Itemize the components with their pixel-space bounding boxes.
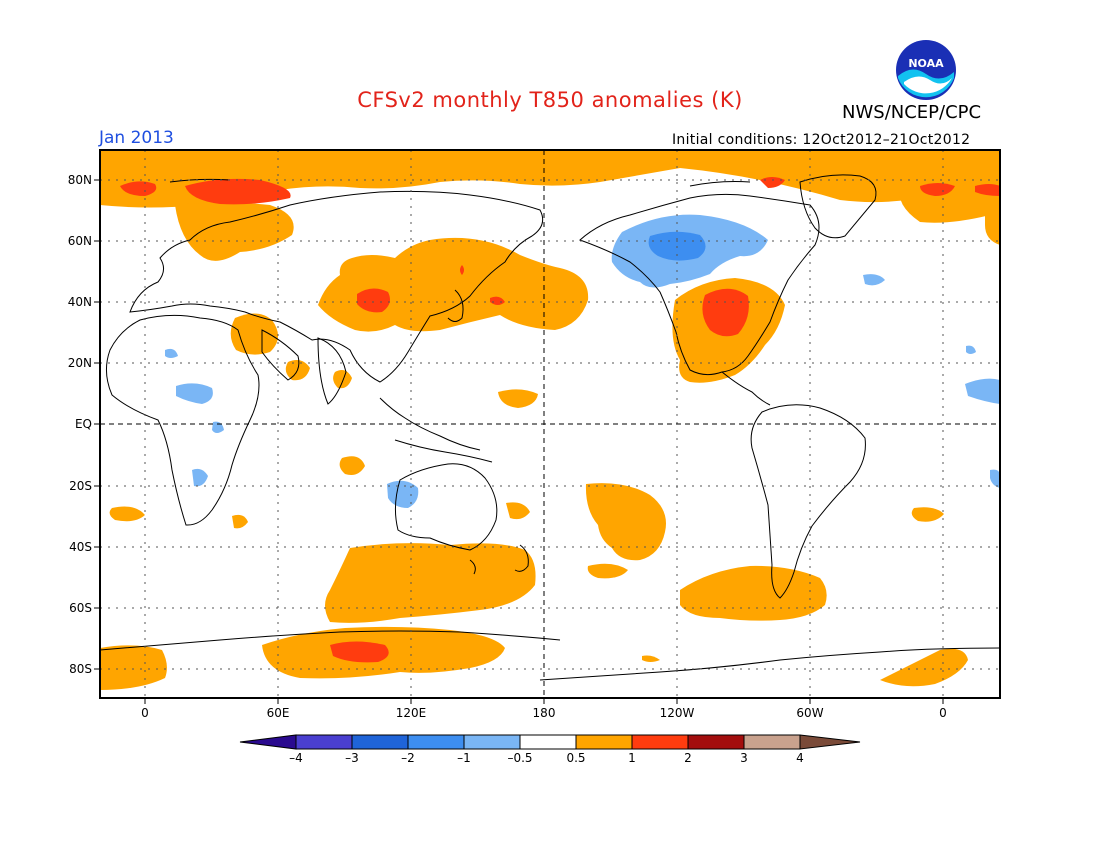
lon-label: 0 bbox=[141, 706, 149, 720]
lat-label: 20S bbox=[69, 479, 92, 493]
lon-label: 60E bbox=[266, 706, 290, 720]
equator-dateline bbox=[100, 150, 1000, 698]
lon-label: 180 bbox=[532, 706, 556, 720]
lon-label: 120E bbox=[395, 706, 427, 720]
colorbar-swatch bbox=[295, 734, 353, 750]
noaa-logo: NOAA bbox=[894, 38, 958, 102]
colorbar-label: –4 bbox=[289, 751, 303, 765]
colorbar-swatch bbox=[631, 734, 689, 750]
lat-label: 80S bbox=[69, 662, 92, 676]
lat-label: 40S bbox=[69, 540, 92, 554]
lat-label: 60N bbox=[67, 234, 92, 248]
initial-conditions: Initial conditions: 12Oct2012–21Oct2012 bbox=[672, 132, 971, 148]
colorbar-swatch bbox=[519, 734, 577, 750]
colorbar-swatch bbox=[687, 734, 745, 750]
colorbar bbox=[239, 734, 861, 750]
colorbar-label: 0.5 bbox=[566, 751, 586, 765]
lon-label: 120W bbox=[659, 706, 695, 720]
lat-label: EQ bbox=[74, 417, 92, 431]
colorbar-label: –2 bbox=[401, 751, 415, 765]
colorbar-label: 4 bbox=[796, 751, 804, 765]
colorbar-swatch bbox=[407, 734, 465, 750]
colorbar-label: 3 bbox=[740, 751, 748, 765]
colorbar-swatch bbox=[351, 734, 409, 750]
lat-label: 60S bbox=[69, 601, 92, 615]
lat-label: 40N bbox=[67, 295, 92, 309]
lat-label: 20N bbox=[67, 356, 92, 370]
map-title: CFSv2 monthly T850 anomalies (K) bbox=[357, 88, 743, 112]
colorbar-swatch bbox=[575, 734, 633, 750]
colorbar-swatch bbox=[239, 734, 297, 750]
colorbar-label: 2 bbox=[684, 751, 692, 765]
colorbar-swatch bbox=[799, 734, 861, 750]
colorbar-swatch bbox=[743, 734, 801, 750]
warm-anomaly-areas bbox=[100, 150, 1000, 690]
colorbar-label: –1 bbox=[457, 751, 471, 765]
colorbar-label: 1 bbox=[628, 751, 636, 765]
lon-label: 0 bbox=[939, 706, 947, 720]
noaa-logo-text: NOAA bbox=[908, 57, 944, 70]
lon-label: 60W bbox=[796, 706, 824, 720]
valid-month: Jan 2013 bbox=[99, 128, 174, 148]
agency-label: NWS/NCEP/CPC bbox=[842, 102, 982, 123]
axis-ticks bbox=[94, 179, 944, 704]
colorbar-label: –3 bbox=[345, 751, 359, 765]
colorbar-swatch bbox=[463, 734, 521, 750]
lat-label: 80N bbox=[67, 173, 92, 187]
coastlines bbox=[100, 174, 1000, 681]
strong-warm-anomaly-areas bbox=[120, 177, 1000, 663]
colorbar-label: –0.5 bbox=[507, 751, 533, 765]
